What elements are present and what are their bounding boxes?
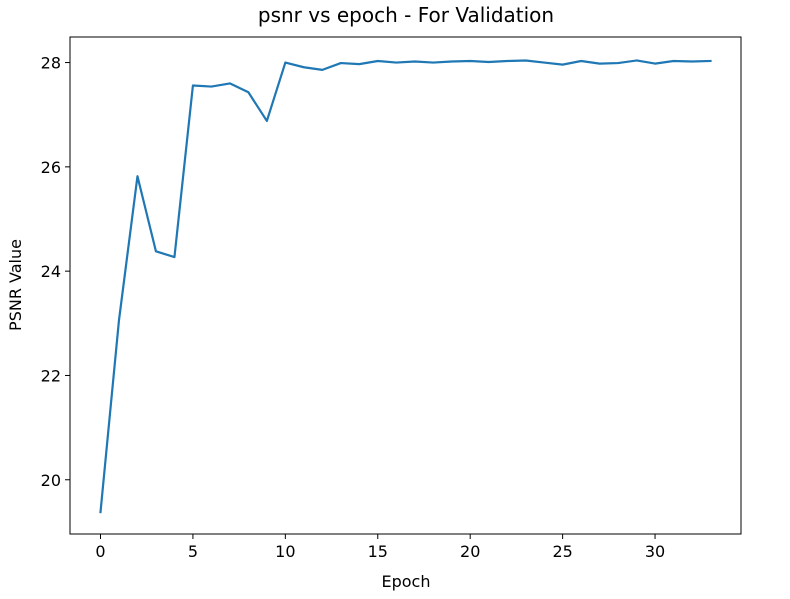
- y-axis-label: PSNR Value: [6, 239, 25, 331]
- plot-area: [99, 59, 712, 514]
- y-tick-label-28: 28: [41, 54, 61, 73]
- series-line-0: [99, 59, 712, 514]
- y-tick-label-26: 26: [41, 158, 61, 177]
- x-tick-label-5: 5: [188, 542, 198, 561]
- x-tick-label-25: 25: [552, 542, 572, 561]
- x-tick-label-0: 0: [95, 542, 105, 561]
- y-tick-label-22: 22: [41, 366, 61, 385]
- x-tick-label-10: 10: [275, 542, 295, 561]
- x-tick-label-15: 15: [368, 542, 388, 561]
- x-tick-label-30: 30: [645, 542, 665, 561]
- x-tick-label-20: 20: [460, 542, 480, 561]
- plot-frame: [69, 36, 742, 535]
- y-tick-label-24: 24: [41, 262, 61, 281]
- y-tick-label-20: 20: [41, 471, 61, 490]
- x-axis-label: Epoch: [382, 572, 431, 591]
- axes: 0 5 10 15 20 25 30 20 22 24 26 28: [41, 36, 742, 561]
- chart-title: psnr vs epoch - For Validation: [258, 3, 554, 27]
